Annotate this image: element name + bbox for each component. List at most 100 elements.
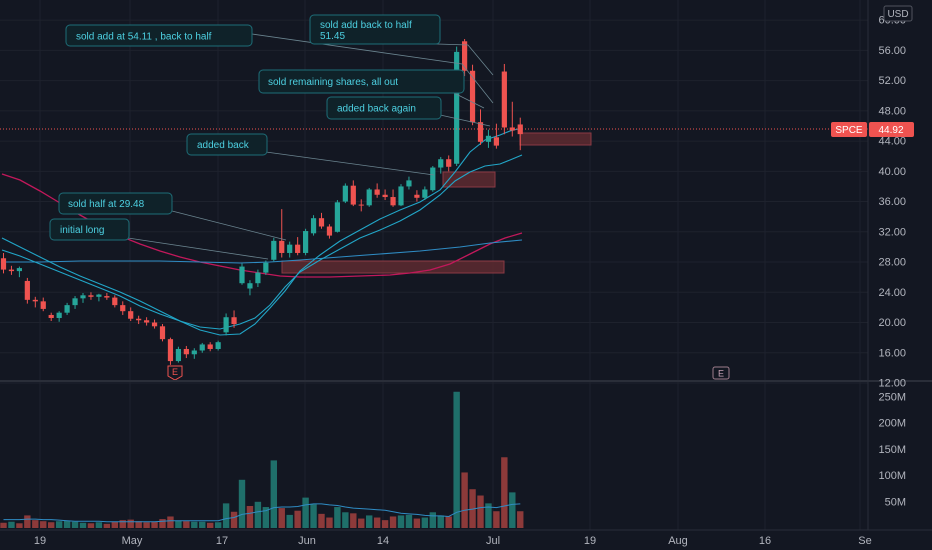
candle-body: [223, 317, 229, 333]
candle-body: [16, 268, 22, 272]
currency-badge[interactable]: USD: [883, 5, 913, 22]
volume-bar: [71, 521, 79, 528]
volume-bar: [421, 517, 429, 528]
candle-body: [80, 295, 86, 299]
candle-body: [517, 124, 523, 135]
volume-bar: [262, 507, 270, 528]
candle-body: [199, 344, 205, 351]
volume-bar: [270, 460, 277, 528]
price-tick-label: 52.00: [878, 75, 906, 87]
candle-body: [350, 185, 356, 205]
volume-bar: [207, 522, 214, 528]
time-axis[interactable]: 19 May 17 Jun 14 Jul 19 Aug 16 Se: [34, 535, 872, 547]
volume-axis[interactable]: 250M 200M 150M 100M 50M: [878, 392, 906, 509]
zones: [281, 132, 592, 274]
ma-slow-line: [1, 173, 523, 278]
candle-body: [24, 280, 30, 300]
volume-bar: [373, 517, 381, 528]
annotation-text: added back: [197, 140, 250, 151]
annotation-box-6: sold half at 29.48: [58, 192, 173, 215]
moving-averages: [1, 127, 523, 336]
volume-bar: [310, 504, 317, 528]
time-tick-label: May: [122, 535, 143, 547]
candle-body: [72, 298, 78, 306]
annotation-text: sold add at 54.11 , back to half: [76, 32, 212, 43]
ma-fast-line-1: [1, 127, 523, 336]
ticker-label: SPCE: [831, 122, 867, 137]
candle-body: [239, 266, 245, 284]
candle-body: [128, 311, 134, 319]
earnings-marker-1[interactable]: E: [167, 365, 183, 381]
volume-bar: [413, 518, 421, 528]
annotation-leader: [265, 151, 435, 176]
candle-body: [0, 258, 7, 270]
volume-bar: [350, 513, 357, 528]
candle-body: [120, 305, 126, 312]
candle-body: [462, 41, 468, 71]
candle-body: [287, 244, 293, 253]
price-tick-label: 28.00: [878, 257, 906, 269]
candle-body: [493, 137, 499, 146]
volume-bar: [302, 497, 309, 528]
candle-body: [326, 226, 333, 236]
volume-bar: [230, 511, 238, 528]
volume-bar: [175, 520, 182, 528]
volume-bar: [437, 515, 444, 528]
volume-bar: [127, 519, 134, 528]
currency-label: USD: [887, 9, 908, 20]
candle-body: [310, 218, 317, 234]
price-tick-label: 36.00: [878, 196, 906, 208]
volume-bar: [48, 522, 55, 528]
volume-bar: [358, 518, 365, 528]
volume-bar: [453, 391, 460, 528]
annotation-leader: [127, 237, 269, 260]
price-tick-label: 20.00: [878, 317, 906, 329]
earnings-marker-2[interactable]: E: [712, 366, 730, 380]
price-tick-label: 24.00: [878, 287, 906, 299]
annotation-box-1: sold add at 54.11 , back to half: [65, 24, 253, 47]
price-tick-label: 40.00: [878, 166, 906, 178]
zone-upper: [519, 132, 592, 146]
candle-body: [88, 295, 94, 297]
annotation-box-2: sold add back to half 51.45: [309, 14, 441, 45]
candle-body: [104, 296, 110, 298]
candle-body: [295, 244, 301, 253]
price-tick-label: 12.00: [878, 378, 906, 390]
volume-bar: [191, 521, 198, 528]
candle-body: [374, 189, 380, 195]
candle-body: [382, 194, 388, 198]
last-price-text: 44.92: [878, 125, 903, 136]
volume-bar: [366, 515, 373, 528]
volume-bar: [493, 511, 500, 528]
candle-body: [112, 297, 118, 306]
candle-body: [390, 197, 396, 206]
candle-body: [422, 189, 428, 198]
volume-bar: [381, 520, 389, 528]
volume-tick-label: 150M: [878, 444, 906, 456]
annotation-box-7: initial long: [49, 218, 130, 241]
time-tick-label: Jun: [298, 535, 316, 547]
candle-body: [358, 204, 364, 206]
candle-body: [191, 350, 197, 355]
volume-bar: [87, 523, 95, 528]
volume-bar: [445, 516, 452, 528]
candle-body: [263, 262, 269, 273]
volume-bar: [286, 514, 293, 528]
volume-bar: [0, 522, 7, 528]
candle-body: [501, 71, 507, 128]
annotation-text: added back again: [337, 104, 416, 115]
volume-bar: [509, 492, 516, 528]
volume-bar: [95, 522, 103, 528]
candle-body: [406, 180, 412, 187]
time-tick-label: 16: [759, 535, 771, 547]
annotation-text: sold half at 29.48: [68, 199, 145, 210]
volume-tick-label: 200M: [878, 418, 906, 430]
annotation-text: initial long: [60, 225, 104, 236]
candle-body: [183, 348, 189, 355]
price-tick-label: 56.00: [878, 45, 906, 57]
volume-bar: [103, 523, 111, 528]
ma-fast-line-2: [1, 154, 523, 330]
time-tick-label: Aug: [668, 535, 688, 547]
candle-body: [215, 342, 221, 349]
